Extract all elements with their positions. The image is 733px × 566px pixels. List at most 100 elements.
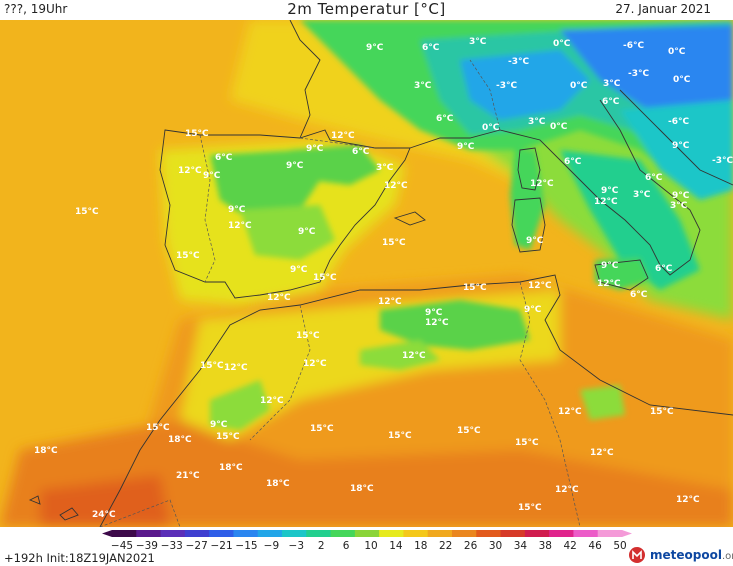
colorbar-segment — [282, 530, 307, 537]
africa-hot-field — [0, 420, 733, 527]
border-algeria-tunisia — [519, 281, 581, 527]
temperature-label: 12°C — [384, 181, 408, 191]
temperature-label: 21°C — [176, 471, 200, 481]
borders — [99, 59, 581, 527]
colorbar-segment — [403, 530, 429, 537]
temperature-label: 12°C — [267, 293, 291, 303]
temperature-label: 15°C — [185, 129, 209, 139]
libya-green — [580, 385, 625, 420]
temperature-label: 6°C — [564, 157, 582, 167]
temperature-label: 15°C — [216, 432, 240, 442]
logo-text: meteopool.org — [650, 548, 733, 562]
temperature-label: 15°C — [296, 331, 320, 341]
temperature-label: 12°C — [228, 221, 252, 231]
coast-atlantic-morocco — [99, 419, 161, 527]
temperature-label: 12°C — [676, 495, 700, 505]
atlas-green-3 — [360, 340, 440, 370]
temperature-label: 18°C — [168, 435, 192, 445]
temperature-label: -3°C — [508, 57, 529, 67]
temperature-label: 9°C — [672, 191, 690, 201]
border-sahara — [99, 499, 181, 527]
temperature-label: 12°C — [555, 485, 579, 495]
temperature-label: 15°C — [75, 207, 99, 217]
temperature-label: 9°C — [672, 141, 690, 151]
temperature-label: 15°C — [200, 361, 224, 371]
temperature-label: 9°C — [526, 236, 544, 246]
temperature-label: 12°C — [224, 363, 248, 373]
temperature-map: 9°C 6°C 3°C 0°C -6°C 0°C -3°C -3°C 0°C 3°C -3°C 0°C… — [0, 20, 733, 527]
meteopool-logo-icon — [629, 547, 645, 563]
colorbar-arrow-right — [622, 530, 632, 537]
forecast-time: ???, 19Uhr — [4, 2, 68, 16]
coast-gulf-lion — [409, 129, 501, 149]
forecast-date: 27. Januar 2021 — [615, 2, 711, 16]
coast-canaries-1 — [59, 507, 79, 521]
temperature-label: 15°C — [176, 251, 200, 261]
iberia-green-2 — [240, 205, 335, 260]
temperature-label: 9°C — [290, 265, 308, 275]
temperature-label: 18°C — [34, 446, 58, 456]
temperature-label: 12°C — [331, 131, 355, 141]
temperature-label: 12°C — [178, 166, 202, 176]
border-pyrenees — [299, 137, 376, 149]
temperature-label: 0°C — [673, 75, 691, 85]
coast-italy — [499, 99, 701, 276]
temperature-label: 15°C — [463, 283, 487, 293]
temperature-label: 3°C — [633, 190, 651, 200]
coastlines — [28, 20, 733, 527]
coast-iberia — [159, 129, 411, 299]
temperature-label: 6°C — [436, 114, 454, 124]
logo-suffix: .org — [721, 551, 733, 562]
colorbar-tick-label: 6 — [343, 540, 350, 552]
italy-green-field — [560, 150, 700, 290]
colorbar-segment — [330, 530, 356, 537]
colorbar-segment — [524, 530, 550, 537]
temperature-label: 12°C — [558, 407, 582, 417]
coast-sicily — [594, 259, 649, 291]
temperature-label: 15°C — [457, 426, 481, 436]
temperature-label: 3°C — [376, 163, 394, 173]
colorbar-tick-label: 18 — [414, 540, 427, 552]
header-bar: ???, 19Uhr 2m Temperatur [°C] 27. Januar… — [0, 0, 733, 20]
atlas-green-2 — [210, 380, 270, 430]
temperature-label: 3°C — [414, 81, 432, 91]
temperature-label: 3°C — [528, 117, 546, 127]
colorbar-tick-label: −39 — [136, 540, 158, 552]
temperature-label: 9°C — [425, 308, 443, 318]
temperature-label: 12°C — [402, 351, 426, 361]
temperature-label: 12°C — [528, 281, 552, 291]
temperature-label: 12°C — [530, 179, 554, 189]
colorbar: −45 −39 −33 −27 −21 −15 −9 −3 2 6 10 14 18 22 26 30 34 38… — [102, 530, 632, 552]
footer-bar: −45 −39 −33 −27 −21 −15 −9 −3 2 6 10 14 18 22 26 30 34 38… — [0, 527, 733, 566]
colorbar-tick-label: 34 — [514, 540, 528, 552]
temperature-label: 15°C — [146, 423, 170, 433]
temperature-label: 24°C — [92, 510, 116, 520]
colorbar-arrow-left — [102, 530, 112, 537]
temperature-label: 15°C — [518, 503, 542, 513]
temperature-label: 0°C — [550, 122, 568, 132]
sahara-sw-field — [40, 475, 170, 527]
temperature-label: 9°C — [306, 144, 324, 154]
init-run-text: +192h Init:18Z19JAN2021 — [4, 551, 155, 565]
temperature-label: 3°C — [603, 79, 621, 89]
iberia-green-3 — [290, 145, 380, 185]
temperature-label: 15°C — [382, 238, 406, 248]
temperature-label: 0°C — [553, 39, 571, 49]
colorbar-tick-label: 50 — [613, 540, 626, 552]
temperature-label: 3°C — [670, 201, 688, 211]
colorbar-tick-label: −27 — [186, 540, 208, 552]
coast-corsica — [517, 147, 541, 191]
colorbar-segment — [597, 530, 623, 537]
temperature-label: 12°C — [425, 318, 449, 328]
colorbar-tick-label: 26 — [464, 540, 478, 552]
colorbar-tick-label: −33 — [161, 540, 183, 552]
colorbar-tick-label: −9 — [264, 540, 279, 552]
colorbar-segment — [573, 530, 599, 537]
temperature-label: 18°C — [266, 479, 290, 489]
logo-name: meteopool — [650, 548, 722, 562]
iberia-green-1 — [210, 150, 320, 220]
temperature-label: 6°C — [630, 290, 648, 300]
colorbar-segment — [306, 530, 332, 537]
temperature-label: 18°C — [219, 463, 243, 473]
temperature-label: 9°C — [298, 227, 316, 237]
